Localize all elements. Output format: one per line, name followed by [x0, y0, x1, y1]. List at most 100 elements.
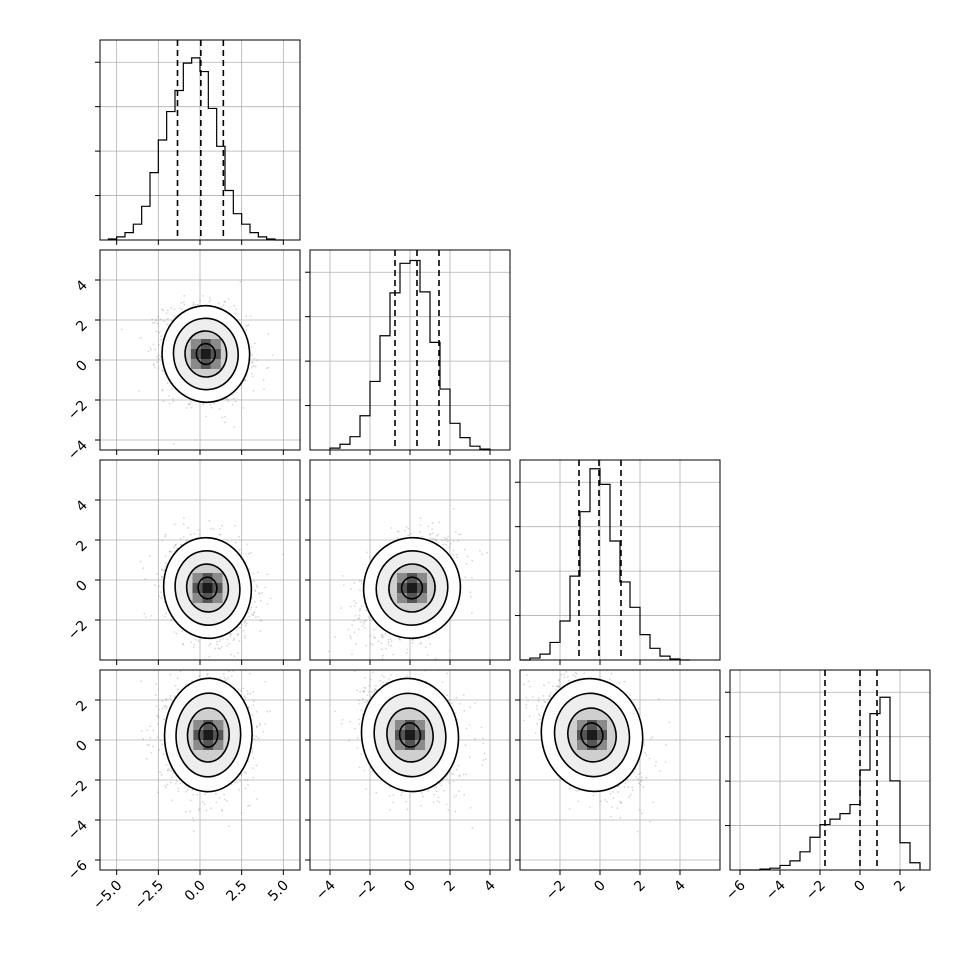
- scatter-point: [379, 661, 381, 663]
- scatter-point: [222, 666, 224, 668]
- histogram-panel-2: [305, 249, 511, 455]
- scatter-point: [170, 619, 173, 622]
- scatter-point: [244, 624, 247, 627]
- scatter-point: [404, 529, 406, 532]
- scatter-point: [160, 773, 163, 776]
- contour-line: [195, 342, 217, 366]
- scatter-point: [334, 636, 337, 638]
- scatter-point: [174, 695, 176, 698]
- scatter-point: [369, 635, 372, 637]
- scatter-point: [210, 527, 212, 530]
- scatter-point: [432, 532, 434, 535]
- scatter-point: [209, 642, 212, 645]
- scatter-point: [192, 303, 195, 306]
- scatter-point: [405, 526, 408, 528]
- scatter-panel-2-0: [95, 459, 301, 666]
- scatter-point: [214, 647, 217, 650]
- scatter-point: [264, 586, 267, 589]
- scatter-point: [203, 803, 206, 806]
- scatter-point: [196, 303, 199, 306]
- scatter-point: [479, 549, 481, 552]
- scatter-point: [174, 544, 176, 547]
- scatter-point: [185, 790, 188, 793]
- scatter-point: [243, 635, 246, 637]
- scatter-point: [360, 621, 362, 623]
- contour-line: [174, 550, 241, 626]
- scatter-point: [156, 573, 158, 575]
- scatter-point: [217, 302, 220, 305]
- scatter-point: [466, 555, 469, 558]
- scatter-point: [353, 600, 355, 602]
- scatter-point: [222, 637, 225, 640]
- contour-line: [197, 576, 218, 600]
- scatter-point: [170, 618, 172, 621]
- scatter-point: [143, 612, 146, 615]
- scatter-content: [140, 666, 271, 833]
- scatter-point: [227, 298, 230, 300]
- scatter-point: [244, 378, 246, 381]
- scatter-point: [441, 539, 444, 542]
- scatter-point: [259, 630, 262, 633]
- scatter-point: [432, 537, 434, 540]
- scatter-point: [434, 657, 437, 660]
- scatter-point: [410, 532, 412, 535]
- scatter-point: [429, 533, 432, 535]
- scatter-point: [340, 607, 343, 610]
- scatter-point: [448, 546, 451, 549]
- scatter-point: [151, 318, 154, 321]
- scatter-point: [235, 308, 238, 311]
- scatter-point: [167, 309, 169, 312]
- scatter-point: [247, 611, 250, 614]
- scatter-point: [239, 280, 242, 283]
- scatter-point: [183, 294, 186, 297]
- scatter-point: [407, 534, 410, 537]
- scatter-point: [424, 646, 427, 649]
- scatter-point: [208, 655, 211, 658]
- scatter-point: [451, 553, 454, 556]
- scatter-point: [396, 537, 399, 540]
- scatter-point: [161, 388, 164, 391]
- density-cell: [202, 583, 213, 593]
- scatter-point: [351, 653, 353, 656]
- scatter-point: [429, 537, 432, 540]
- scatter-point: [225, 664, 227, 666]
- scatter-point: [218, 533, 221, 536]
- scatter-point: [181, 643, 184, 645]
- scatter-point: [259, 619, 262, 622]
- scatter-point: [177, 790, 180, 793]
- scatter-point: [225, 800, 228, 802]
- scatter-point: [166, 783, 169, 786]
- scatter-point: [231, 675, 233, 677]
- scatter-point: [174, 315, 176, 318]
- scatter-point: [198, 674, 201, 677]
- scatter-point: [255, 616, 257, 618]
- scatter-point: [384, 632, 387, 635]
- scatter-point: [419, 642, 422, 645]
- scatter-point: [186, 789, 189, 792]
- scatter-point: [152, 364, 155, 366]
- scatter-point: [223, 676, 226, 679]
- contour-line: [375, 550, 449, 626]
- scatter-point: [369, 556, 371, 558]
- scatter-point: [381, 657, 384, 660]
- scatter-point: [231, 403, 234, 406]
- scatter-point: [342, 575, 344, 577]
- scatter-point: [433, 538, 436, 541]
- scatter-point: [256, 359, 258, 362]
- scatter-point: [165, 562, 167, 565]
- scatter-point: [363, 620, 366, 623]
- scatter-point: [256, 798, 258, 800]
- contour-line: [388, 563, 436, 613]
- scatter-point: [212, 528, 215, 531]
- scatter-point: [223, 301, 226, 304]
- scatter-point: [144, 616, 147, 618]
- scatter-point: [447, 540, 449, 542]
- scatter-point: [455, 553, 458, 556]
- density-cell: [397, 573, 407, 583]
- scatter-point: [163, 615, 166, 618]
- scatter-point: [236, 633, 239, 636]
- scatter-point: [442, 543, 445, 546]
- histogram-step: [740, 696, 921, 871]
- scatter-point: [364, 619, 367, 622]
- scatter-point: [240, 623, 243, 626]
